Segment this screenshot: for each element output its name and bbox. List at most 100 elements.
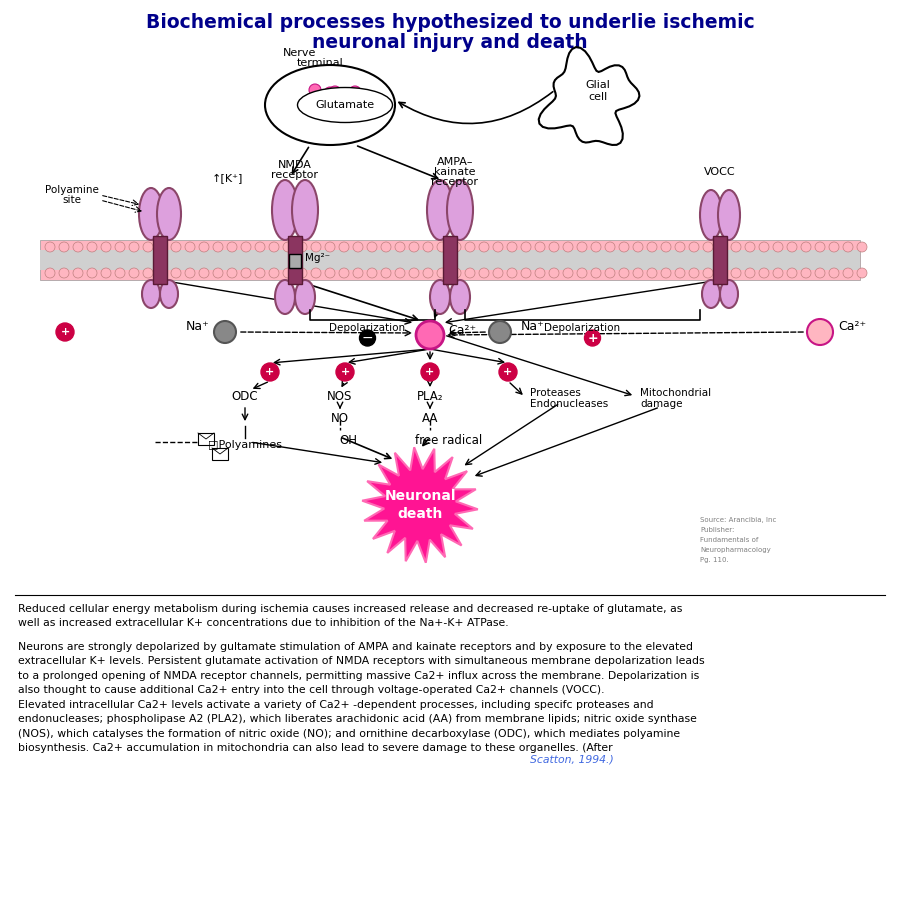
Bar — [40, 240, 860, 280]
Circle shape — [437, 242, 447, 252]
Text: Depolarization: Depolarization — [544, 323, 621, 333]
Circle shape — [87, 242, 97, 252]
Text: Pg. 110.: Pg. 110. — [700, 557, 729, 563]
Circle shape — [759, 242, 769, 252]
Circle shape — [451, 268, 461, 278]
Circle shape — [857, 242, 867, 252]
Circle shape — [143, 268, 153, 278]
Circle shape — [334, 104, 346, 116]
Circle shape — [255, 268, 265, 278]
Text: receptor: receptor — [272, 170, 319, 180]
Text: Ca²⁺: Ca²⁺ — [448, 325, 476, 338]
Circle shape — [325, 242, 335, 252]
Text: +: + — [266, 367, 274, 377]
Circle shape — [395, 268, 405, 278]
Bar — [198, 433, 214, 445]
Circle shape — [577, 242, 587, 252]
Polygon shape — [362, 447, 478, 562]
Ellipse shape — [718, 190, 740, 240]
Circle shape — [214, 321, 236, 343]
Ellipse shape — [265, 65, 395, 145]
Circle shape — [241, 242, 251, 252]
Circle shape — [56, 323, 74, 341]
Polygon shape — [539, 47, 639, 145]
Circle shape — [465, 268, 475, 278]
Text: Mg²⁻: Mg²⁻ — [305, 253, 330, 263]
Text: receptor: receptor — [431, 177, 479, 187]
Circle shape — [675, 268, 685, 278]
Circle shape — [73, 268, 83, 278]
Ellipse shape — [275, 280, 295, 314]
Circle shape — [535, 242, 545, 252]
Circle shape — [73, 242, 83, 252]
Text: Fundamentals of: Fundamentals of — [700, 537, 759, 543]
Circle shape — [807, 319, 833, 345]
Circle shape — [857, 268, 867, 278]
Circle shape — [591, 268, 601, 278]
Circle shape — [745, 242, 755, 252]
Circle shape — [801, 268, 811, 278]
Text: Proteases: Proteases — [530, 388, 581, 398]
Circle shape — [489, 321, 511, 343]
Circle shape — [416, 321, 444, 349]
Circle shape — [269, 242, 279, 252]
Circle shape — [297, 268, 307, 278]
Text: −: − — [362, 331, 374, 345]
Circle shape — [395, 242, 405, 252]
Circle shape — [157, 242, 167, 252]
Circle shape — [703, 242, 713, 252]
Circle shape — [465, 242, 475, 252]
Circle shape — [324, 87, 336, 99]
Text: Publisher:: Publisher: — [700, 527, 734, 533]
Ellipse shape — [427, 180, 453, 240]
Text: Na⁺: Na⁺ — [186, 320, 210, 332]
Circle shape — [283, 268, 293, 278]
Circle shape — [801, 242, 811, 252]
Text: Source: Arancibia, Inc: Source: Arancibia, Inc — [700, 517, 777, 523]
Circle shape — [409, 242, 419, 252]
Circle shape — [647, 268, 657, 278]
Text: Polyamine: Polyamine — [45, 185, 99, 195]
Text: Glutamate: Glutamate — [315, 100, 374, 110]
Circle shape — [535, 268, 545, 278]
Circle shape — [423, 268, 433, 278]
Text: cell: cell — [589, 92, 608, 102]
Ellipse shape — [700, 190, 722, 240]
Circle shape — [325, 268, 335, 278]
Circle shape — [499, 363, 517, 381]
Ellipse shape — [720, 280, 738, 308]
Text: ↑[K⁺]: ↑[K⁺] — [212, 173, 243, 183]
Circle shape — [479, 268, 489, 278]
Circle shape — [309, 84, 321, 96]
Text: □Polyamines: □Polyamines — [208, 440, 282, 450]
Circle shape — [353, 242, 363, 252]
Circle shape — [314, 106, 326, 118]
Circle shape — [563, 268, 573, 278]
Circle shape — [829, 242, 839, 252]
Circle shape — [549, 242, 559, 252]
Bar — [288, 236, 302, 284]
Text: +: + — [503, 367, 513, 377]
Circle shape — [344, 94, 356, 106]
Ellipse shape — [430, 280, 450, 314]
Circle shape — [129, 268, 139, 278]
Text: ODC: ODC — [231, 391, 258, 403]
Circle shape — [843, 242, 853, 252]
Circle shape — [787, 242, 797, 252]
Circle shape — [304, 94, 316, 106]
Circle shape — [353, 268, 363, 278]
Circle shape — [605, 242, 615, 252]
Circle shape — [647, 242, 657, 252]
Ellipse shape — [702, 280, 720, 308]
Text: OH: OH — [339, 434, 357, 446]
Circle shape — [423, 242, 433, 252]
Circle shape — [381, 242, 391, 252]
Circle shape — [584, 330, 600, 346]
Text: Depolarization: Depolarization — [329, 323, 406, 333]
Circle shape — [311, 242, 321, 252]
Ellipse shape — [295, 280, 315, 314]
Circle shape — [255, 242, 265, 252]
Circle shape — [129, 242, 139, 252]
Circle shape — [269, 268, 279, 278]
Circle shape — [336, 363, 354, 381]
